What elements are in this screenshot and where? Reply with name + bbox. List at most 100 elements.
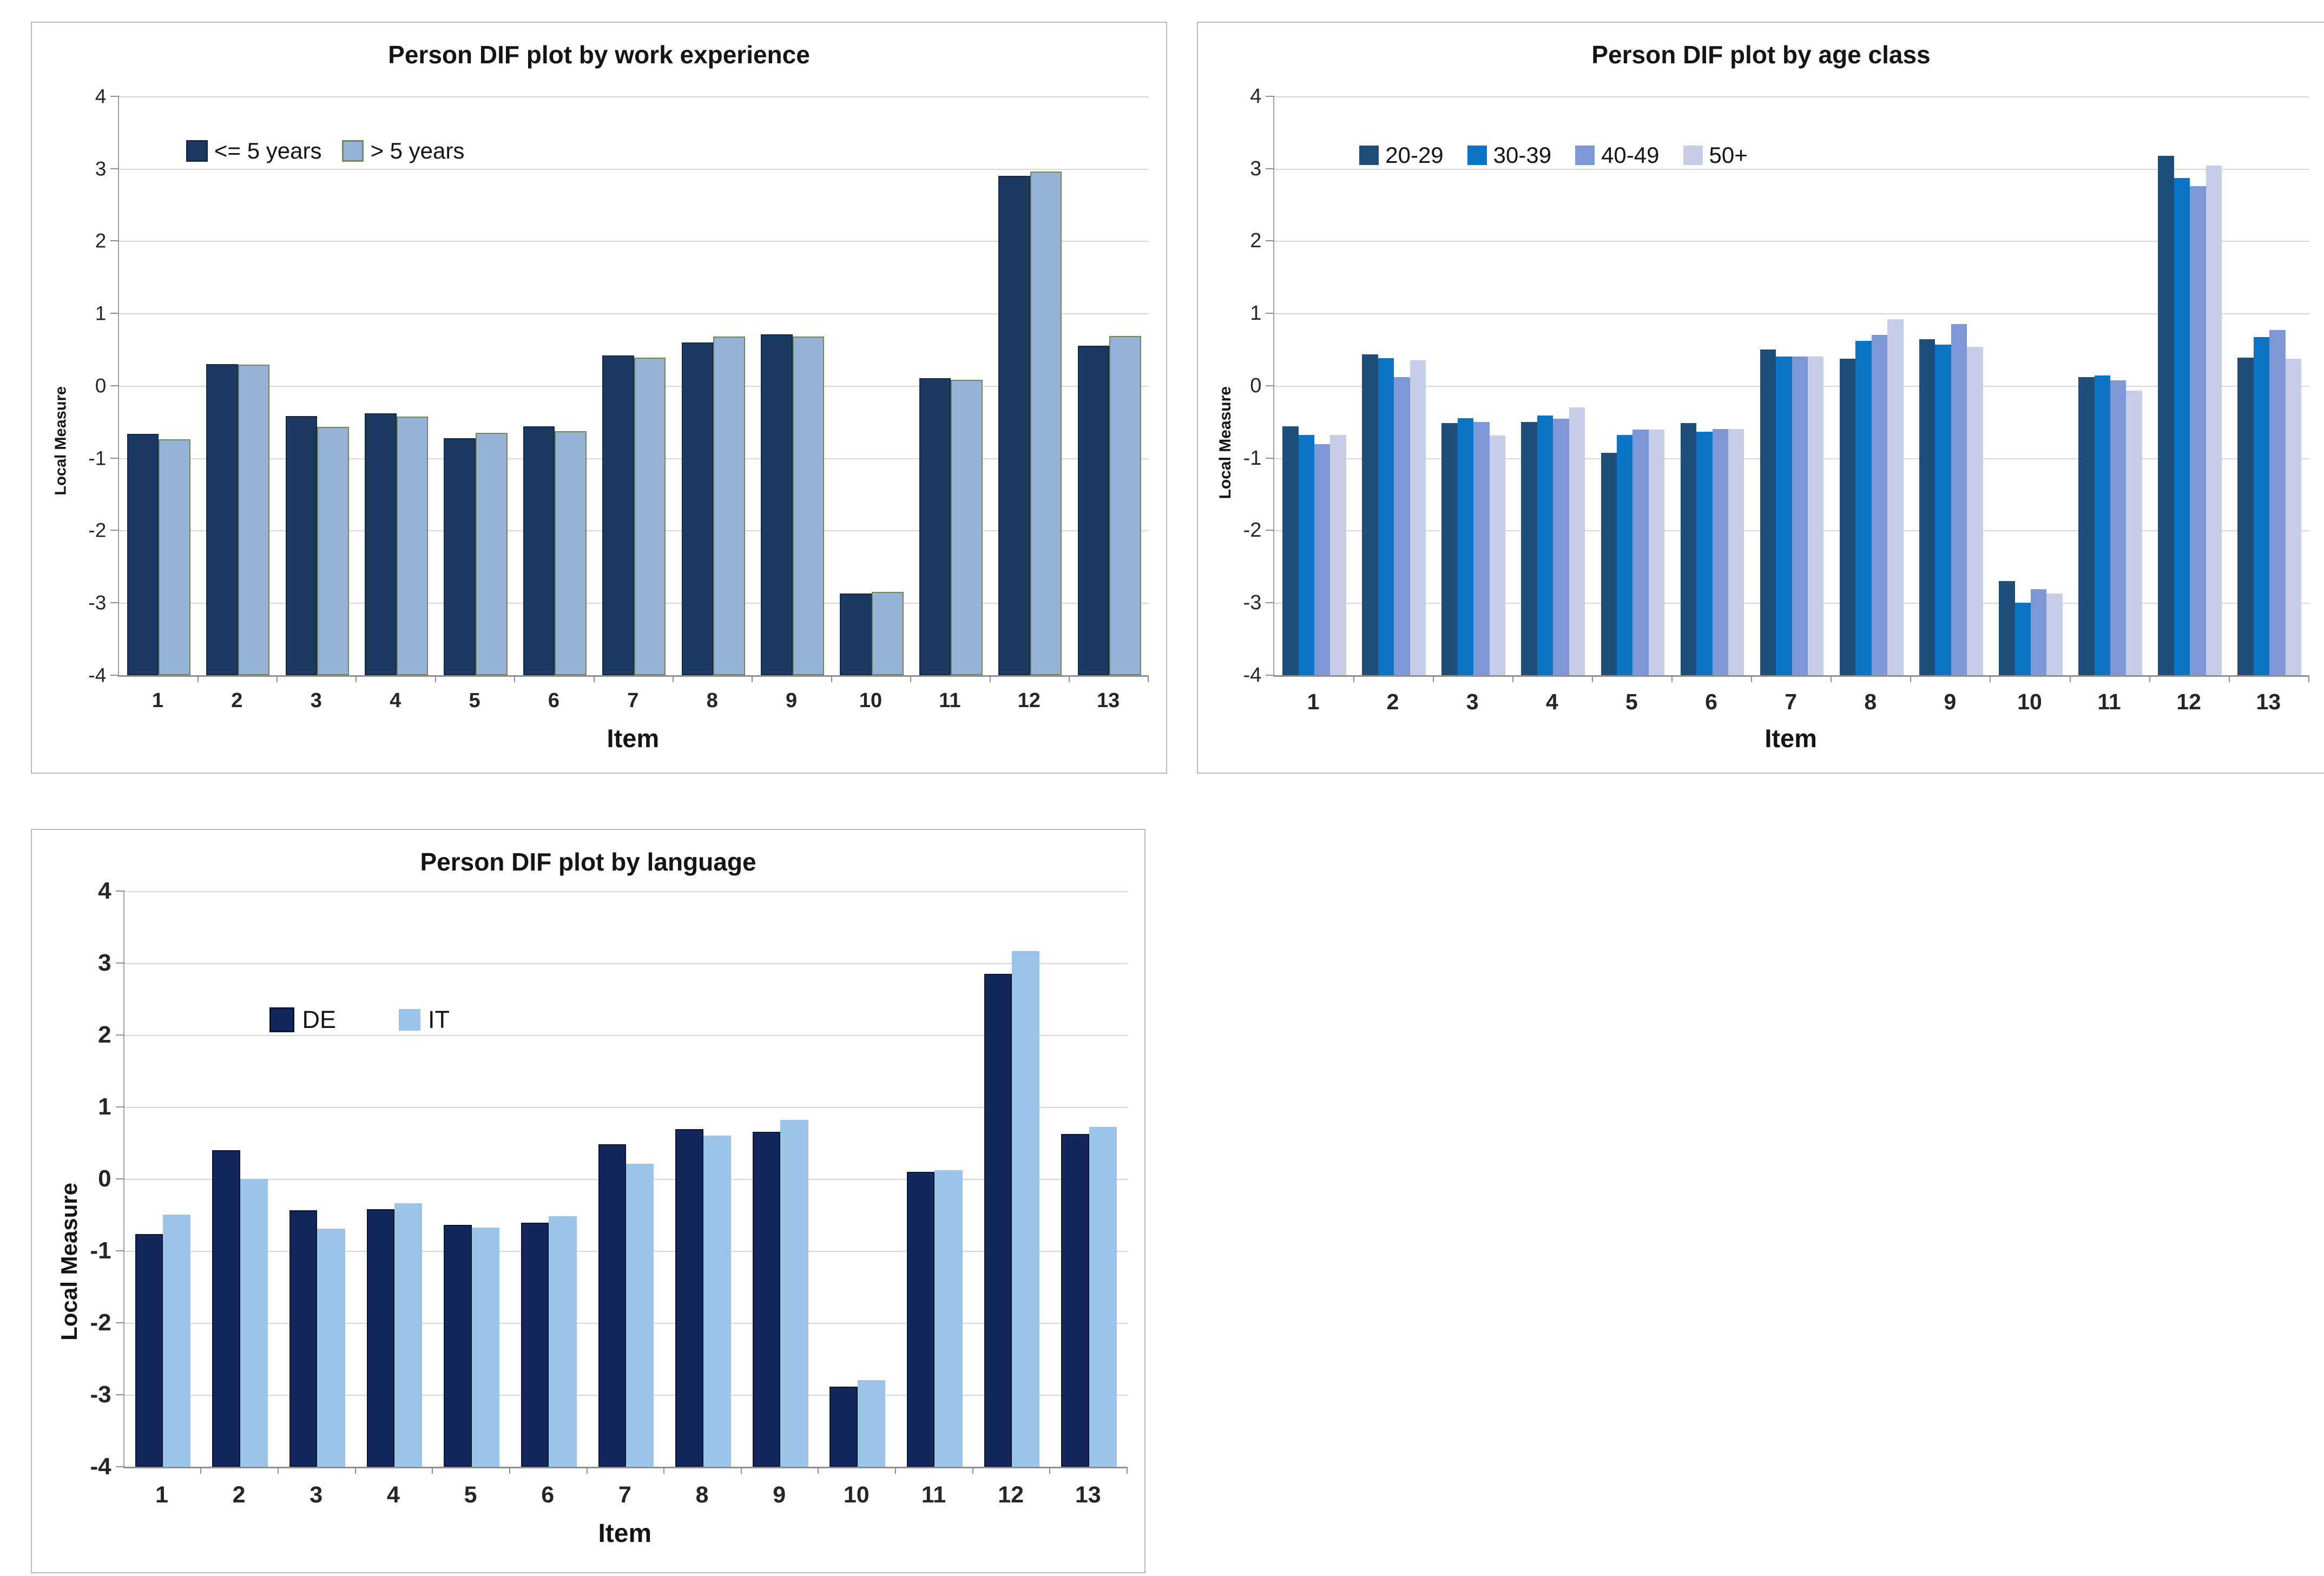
- bar-<= 5 years: [761, 334, 793, 675]
- category-2: [201, 891, 279, 1467]
- y-axis-tick: [115, 1178, 124, 1179]
- x-tick-label: 4: [1545, 689, 1558, 715]
- bar-40-49: [2030, 589, 2047, 675]
- legend-entry: 40-49: [1575, 142, 1660, 168]
- category-3: [278, 96, 357, 675]
- legend-entry: 20-29: [1359, 142, 1444, 168]
- category-10: [819, 891, 896, 1467]
- x-axis-tick: [436, 675, 516, 682]
- x-axis-labels: 1 2 3 4 5 6 7 8 9 10 11 12 13: [118, 689, 1148, 713]
- y-axis-tick: [1266, 313, 1275, 314]
- x-tick-label: 3: [310, 689, 322, 713]
- x-axis-tick: [1434, 675, 1513, 682]
- bar-40-49: [1473, 421, 1490, 675]
- bar-30-39: [1696, 432, 1713, 675]
- bar-<= 5 years: [998, 175, 1030, 675]
- x-tick-label: 5: [464, 1481, 477, 1508]
- bar-DE: [829, 1387, 858, 1467]
- chart-age-class: Person DIF plot by age class Local Measu…: [1197, 22, 2324, 774]
- x-axis-tick: [124, 1467, 202, 1474]
- y-axis-tick: [1266, 168, 1275, 169]
- bar-40-49: [1871, 335, 1888, 675]
- bar-> 5 years: [317, 427, 349, 675]
- bar-<= 5 years: [1077, 346, 1110, 675]
- bar-30-39: [1457, 418, 1474, 675]
- x-axis-title: Item: [598, 1519, 652, 1548]
- bar-20-29: [1839, 359, 1856, 675]
- bar-IT: [394, 1203, 423, 1467]
- bar-<= 5 years: [919, 378, 951, 675]
- bar-> 5 years: [396, 417, 429, 675]
- bar-<= 5 years: [523, 426, 555, 675]
- chart-language: Person DIF plot by language Local Measur…: [31, 829, 1145, 1573]
- y-tick-label: -4: [90, 1453, 111, 1480]
- chart-title: Person DIF plot by work experience: [388, 40, 810, 69]
- y-axis-tick: [110, 95, 120, 97]
- legend-label: <= 5 years: [214, 137, 322, 163]
- bar-DE: [984, 973, 1012, 1467]
- x-axis-title: Item: [1765, 723, 1817, 753]
- legend-swatch-icon: [269, 1007, 295, 1033]
- legend: DE IT: [269, 1006, 450, 1034]
- x-axis-tick: [1752, 675, 1832, 682]
- x-tick-label: 3: [310, 1481, 323, 1508]
- y-tick-label: -1: [1243, 446, 1262, 470]
- bar-<= 5 years: [840, 593, 872, 675]
- x-axis-tick: [753, 675, 832, 682]
- x-tick-label: 2: [231, 689, 243, 713]
- x-axis-ticks: [119, 675, 1149, 682]
- x-axis-ticks: [124, 1467, 1128, 1474]
- y-tick-label: -3: [1243, 591, 1262, 615]
- y-axis-tick: [110, 385, 120, 386]
- x-axis-tick: [279, 1467, 356, 1474]
- bar-50+: [1330, 434, 1346, 675]
- category-13: [1070, 96, 1149, 675]
- bar-<= 5 years: [365, 413, 397, 675]
- bar-20-29: [1760, 349, 1776, 675]
- x-axis-tick: [595, 675, 674, 682]
- legend-swatch-icon: [186, 140, 208, 162]
- bar-20-29: [1441, 423, 1458, 675]
- y-axis-tick: [115, 1106, 124, 1107]
- y-axis-tick: [110, 457, 120, 459]
- x-tick-label: 6: [548, 689, 559, 713]
- bar-30-39: [1378, 358, 1394, 675]
- x-axis-tick: [1593, 675, 1673, 682]
- y-tick-label: 4: [98, 877, 111, 904]
- category-5: [1593, 96, 1673, 675]
- category-13: [1050, 891, 1128, 1467]
- y-axis-tick: [115, 1250, 124, 1251]
- bar-IT: [626, 1163, 654, 1467]
- x-axis-tick: [278, 675, 357, 682]
- gridline: [1274, 313, 2309, 315]
- y-axis-tick: [110, 530, 120, 531]
- x-tick-label: 4: [390, 689, 401, 713]
- category-7: [588, 891, 665, 1467]
- x-tick-label: 10: [843, 1481, 870, 1508]
- y-tick-label: -4: [88, 664, 107, 687]
- y-axis-title: Local Measure: [52, 386, 70, 496]
- plot-area: DE IT 4 3 2 1 0 -1 -2 -3 -4: [90, 879, 1128, 1479]
- category-3: [279, 891, 356, 1467]
- bar-IT: [780, 1119, 808, 1467]
- bar-20-29: [1521, 421, 1537, 675]
- x-axis-tick: [2230, 675, 2309, 682]
- bar-DE: [289, 1210, 318, 1467]
- y-tick-label: 0: [98, 1165, 111, 1192]
- chart-title: Person DIF plot by age class: [1591, 40, 1931, 69]
- x-tick-label: 12: [2176, 689, 2201, 715]
- bar-20-29: [1680, 423, 1697, 675]
- bar-40-49: [2110, 380, 2127, 675]
- bar-> 5 years: [238, 365, 270, 675]
- y-axis-title: Local Measure: [56, 1182, 82, 1341]
- x-tick-label: 11: [939, 689, 961, 713]
- bar-series-area: [124, 891, 1128, 1467]
- gridline: [119, 168, 1149, 170]
- x-tick-label: 7: [1785, 689, 1798, 715]
- x-axis-tick: [201, 1467, 279, 1474]
- legend-entry: > 5 years: [342, 138, 464, 164]
- y-tick-label: -1: [90, 1237, 111, 1264]
- bar-30-39: [2014, 603, 2031, 675]
- y-axis-tick: [1266, 95, 1275, 97]
